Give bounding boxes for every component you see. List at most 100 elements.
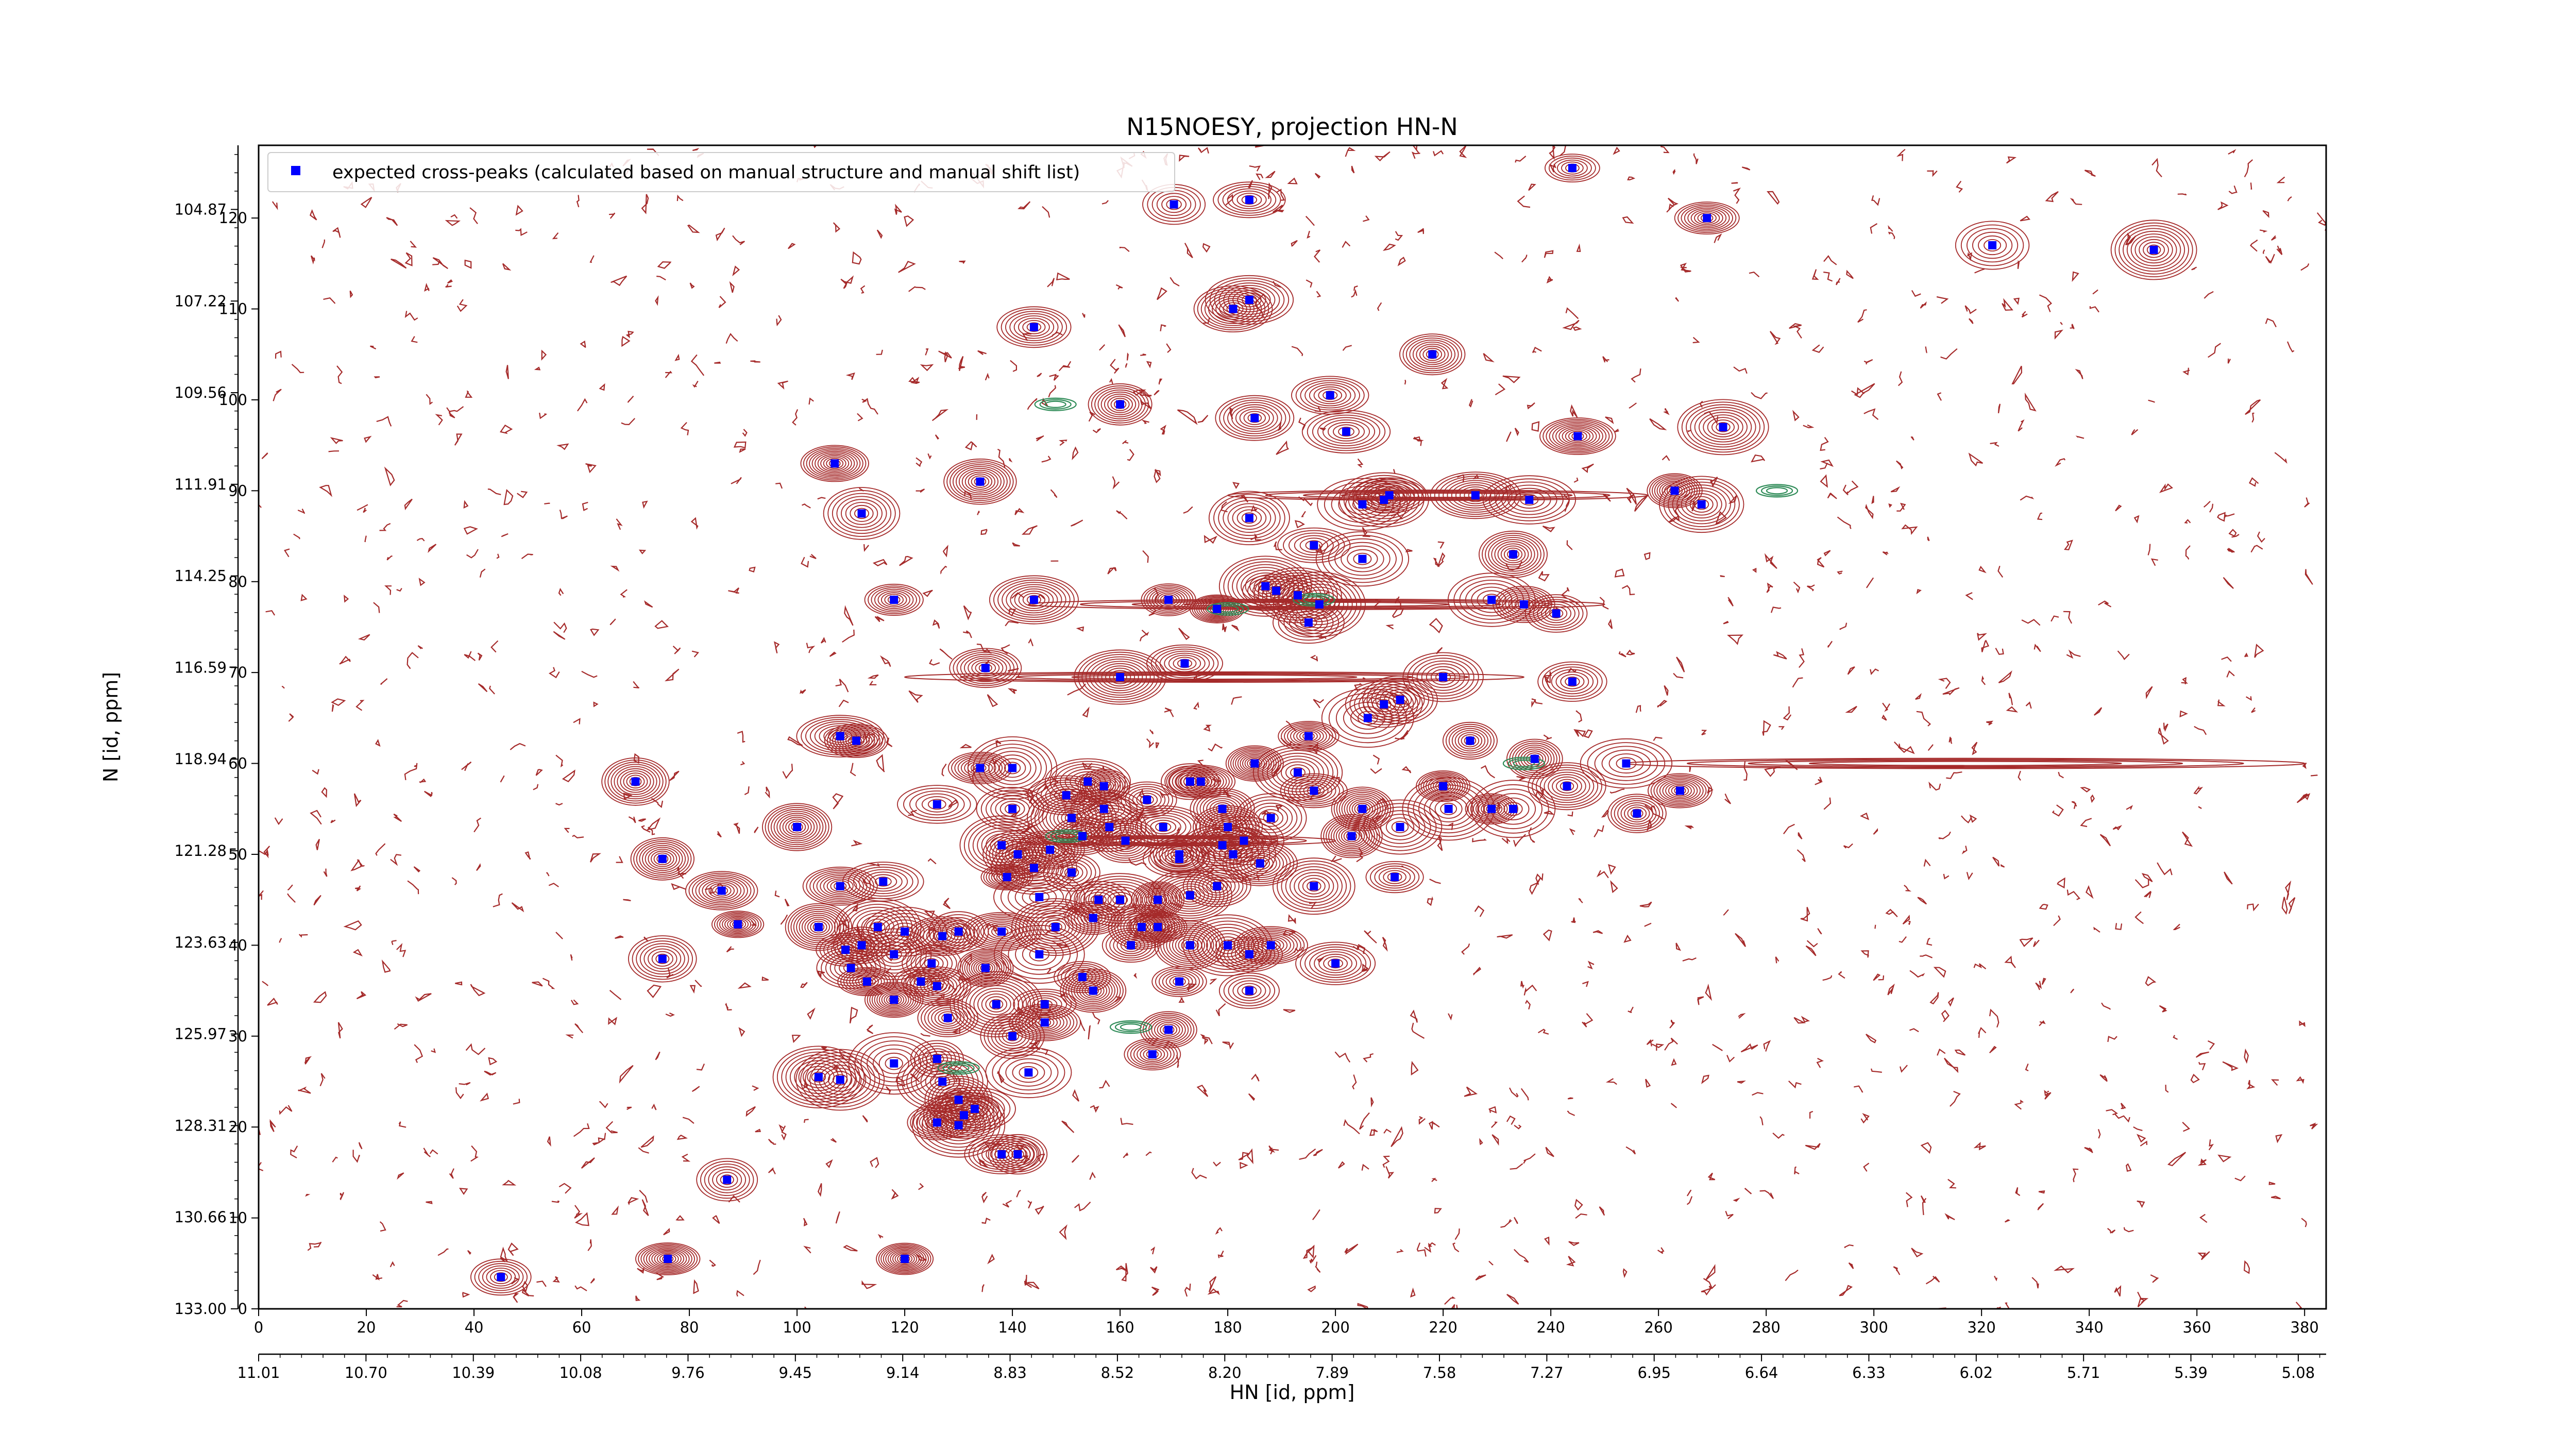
peak-contour xyxy=(1458,732,1483,750)
noise-contour xyxy=(687,224,700,233)
peak-contour xyxy=(873,913,936,950)
noise-contour xyxy=(1156,287,1167,300)
noise-contour xyxy=(435,414,443,426)
peak-contour xyxy=(1352,477,1427,513)
noise-contour xyxy=(2047,1090,2049,1092)
noise-contour xyxy=(1048,385,1056,398)
noise-contour xyxy=(1313,699,1324,709)
peak-contour xyxy=(1555,425,1600,448)
peak-contour xyxy=(1549,422,1607,451)
noise-contour xyxy=(1089,1171,1096,1180)
noise-contour xyxy=(503,488,514,506)
peak-contour xyxy=(848,735,865,746)
cross-peak-marker xyxy=(1218,841,1227,850)
peak-contour xyxy=(1005,1058,1052,1087)
peak-contour xyxy=(1088,383,1153,426)
noise-contour xyxy=(1448,1013,1453,1021)
noise-contour xyxy=(462,1292,470,1298)
noise-contour xyxy=(323,297,336,304)
noise-contour xyxy=(1885,908,1898,917)
noise-contour xyxy=(1925,1275,1940,1285)
peak-contour xyxy=(788,820,806,834)
noise-contour xyxy=(2275,1134,2283,1143)
noise-contour xyxy=(1882,702,1890,712)
peak-contour xyxy=(971,660,1000,677)
peak-contour xyxy=(1481,802,1503,816)
noise-contour xyxy=(1497,934,1513,939)
noise-contour xyxy=(391,258,407,269)
noise-contour xyxy=(676,1134,688,1140)
peak-contour xyxy=(836,496,887,531)
y-tick-label: 0 xyxy=(238,1300,247,1318)
noise-contour xyxy=(1783,823,1795,834)
peak-contour xyxy=(1131,881,1185,918)
noise-contour xyxy=(2137,1200,2145,1208)
noise-contour xyxy=(2299,1020,2306,1027)
cross-peak-marker xyxy=(1240,836,1248,845)
peak-contour xyxy=(1375,683,1425,716)
peak-contour xyxy=(1617,800,1657,827)
cross-peak-marker xyxy=(1391,873,1399,882)
peak-contour xyxy=(892,1251,918,1267)
noise-contour xyxy=(1082,762,1093,770)
noise-contour xyxy=(1543,929,1552,941)
peak-contour xyxy=(1515,745,1555,773)
cross-peak-marker xyxy=(1525,496,1534,504)
peak-contour xyxy=(1402,335,1462,374)
noise-contour xyxy=(1740,1043,1758,1053)
noise-contour xyxy=(1961,815,1972,824)
peak-contour xyxy=(1302,878,1326,895)
peak-contour xyxy=(1241,195,1258,205)
peak-contour xyxy=(977,990,1015,1018)
peak-contour xyxy=(1341,545,1384,572)
peak-contour xyxy=(1532,764,1602,808)
peak-contour xyxy=(810,920,827,934)
peak-contour xyxy=(1451,728,1488,754)
peak-contour xyxy=(876,1242,934,1275)
noise-contour xyxy=(1067,683,1086,696)
noise-contour xyxy=(1472,838,1487,843)
noise-contour xyxy=(740,761,745,766)
cross-peak-marker xyxy=(1029,596,1038,604)
peak-contour xyxy=(1662,781,1698,801)
noise-contour xyxy=(510,743,526,750)
peak-contour xyxy=(1072,970,1093,984)
peak-contour xyxy=(2114,222,2193,277)
noise-contour xyxy=(1751,392,1768,399)
cross-peak-marker xyxy=(1083,777,1092,786)
noise-contour xyxy=(1514,1217,1518,1224)
peak-contour xyxy=(1019,1066,1039,1079)
noise-contour xyxy=(852,251,862,265)
noise-contour xyxy=(384,585,392,595)
peak-contour xyxy=(1459,580,1524,620)
noise-contour xyxy=(1538,1029,1549,1035)
peak-contour xyxy=(1300,380,1360,411)
noise-contour xyxy=(590,1278,595,1284)
peak-contour xyxy=(1228,978,1271,1004)
noise-contour xyxy=(532,981,543,987)
noise-contour xyxy=(2179,710,2188,718)
noise-contour xyxy=(918,1183,924,1190)
noise-contour xyxy=(1909,1028,1919,1033)
noise-contour xyxy=(1973,963,1987,970)
noise-contour xyxy=(1792,677,1803,688)
peak-contour xyxy=(1215,395,1295,441)
cross-peak-markers xyxy=(497,164,2158,1282)
cross-peak-marker xyxy=(1573,432,1582,441)
noise-contour xyxy=(417,645,423,649)
noise-contour xyxy=(691,1086,700,1092)
noise-contour xyxy=(1437,541,1445,549)
peak-contour xyxy=(868,585,921,614)
noise-contour xyxy=(1621,585,1635,596)
noise-contour xyxy=(2018,770,2021,781)
peak-contour xyxy=(1477,590,1506,610)
noise-contour xyxy=(651,1103,657,1110)
peak-contour xyxy=(773,811,821,844)
noise-contour xyxy=(1014,508,1025,515)
noise-contour xyxy=(356,991,367,1000)
peak-contour xyxy=(964,953,1007,983)
peak-contour xyxy=(696,1158,758,1202)
noise-contour xyxy=(350,859,362,871)
peak-contour xyxy=(1227,188,1272,212)
cross-peak-marker xyxy=(1487,804,1496,813)
